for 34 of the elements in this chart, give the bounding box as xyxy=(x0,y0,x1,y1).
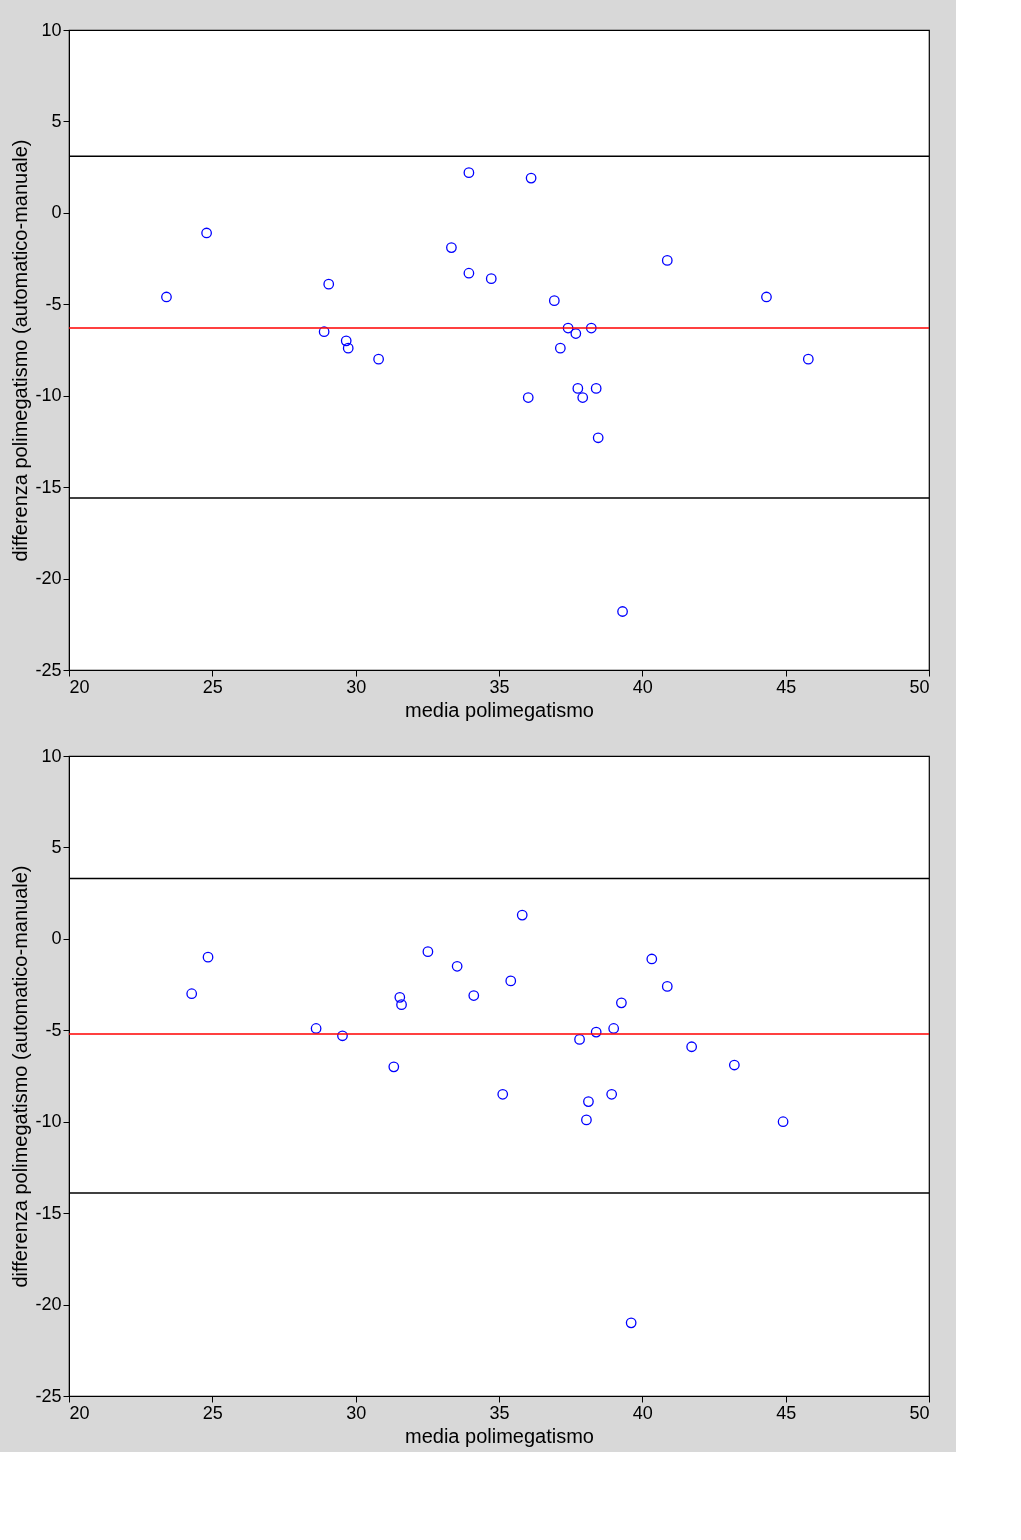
x-tick-label: 35 xyxy=(489,676,510,697)
y-tick-label: 0 xyxy=(51,202,62,223)
x-tick-label: 30 xyxy=(346,676,367,697)
x-tick-label: 30 xyxy=(346,1402,367,1423)
y-tick-label: -5 xyxy=(45,1019,62,1040)
y-tick-label: -25 xyxy=(35,1385,62,1406)
x-tick-label: 45 xyxy=(776,676,797,697)
x-tick-label: 25 xyxy=(202,676,223,697)
y-tick-label: -5 xyxy=(45,293,62,314)
x-tick-label: 40 xyxy=(632,1402,653,1423)
x-axis-title: media polimegatismo xyxy=(405,1424,594,1447)
y-tick-label: -10 xyxy=(35,1111,62,1132)
x-tick-label: 45 xyxy=(776,1402,797,1423)
x-axis-title: media polimegatismo xyxy=(405,698,594,721)
x-tick-label: 50 xyxy=(909,1402,930,1423)
x-tick-label: 35 xyxy=(489,1402,510,1423)
x-tick-label: 50 xyxy=(909,676,930,697)
y-tick-label: -15 xyxy=(35,476,62,497)
y-tick-label: -25 xyxy=(35,659,62,680)
y-tick-label: -15 xyxy=(35,1202,62,1223)
y-tick-label: 0 xyxy=(51,928,62,949)
y-tick-label: 10 xyxy=(41,745,62,766)
x-tick-label: 20 xyxy=(69,1402,90,1423)
y-tick-label: 5 xyxy=(51,836,62,857)
y-tick-label: -20 xyxy=(35,568,62,589)
x-tick-label: 40 xyxy=(632,676,653,697)
y-axis-title: differenza polimegatismo (automatico-manuale) xyxy=(9,139,32,562)
y-tick-label: -20 xyxy=(35,1294,62,1315)
y-tick-label: -10 xyxy=(35,385,62,406)
x-tick-label: 20 xyxy=(69,676,90,697)
y-tick-label: 5 xyxy=(51,110,62,131)
x-tick-label: 25 xyxy=(202,1402,223,1423)
y-tick-label: 10 xyxy=(41,19,62,40)
y-axis-title: differenza polimegatismo (automatico-manuale) xyxy=(9,865,32,1288)
